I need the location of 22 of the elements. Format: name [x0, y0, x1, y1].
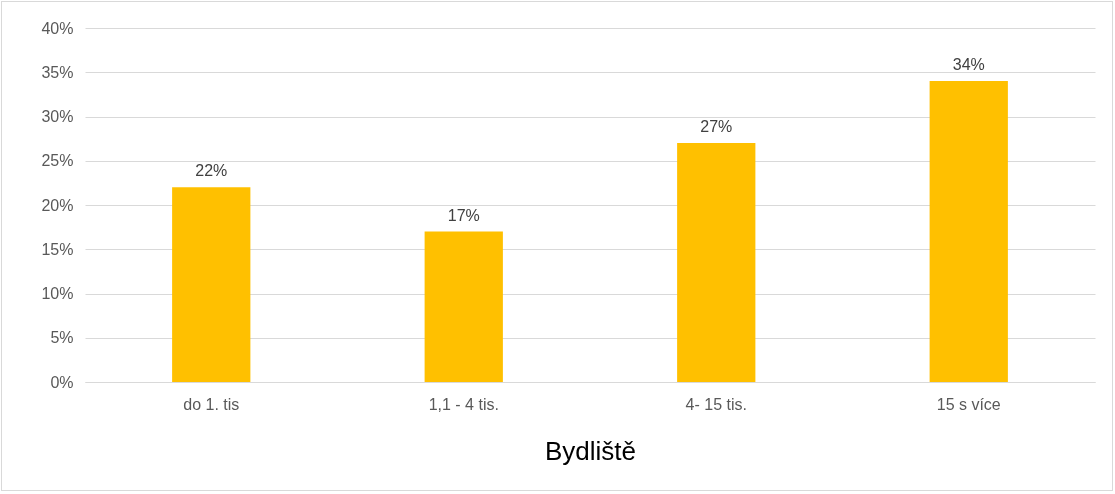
data-label: 17% — [447, 206, 480, 224]
data-label: 22% — [195, 162, 228, 180]
y-tick-label: 40% — [41, 19, 74, 37]
y-tick-label: 30% — [41, 108, 74, 125]
y-tick-label: 0% — [50, 373, 74, 391]
y-tick-label: 25% — [41, 152, 74, 170]
bar — [929, 81, 1008, 382]
x-tick-label: 15 s více — [936, 395, 1001, 413]
y-tick-label: 15% — [41, 240, 74, 258]
bar — [424, 231, 503, 382]
x-tick-label: 1,1 - 4 tis. — [428, 395, 499, 413]
y-tick-label: 10% — [41, 285, 74, 302]
data-label: 34% — [952, 56, 985, 74]
y-tick-label: 20% — [41, 196, 74, 214]
bar — [172, 187, 251, 382]
y-tick-label: 5% — [50, 329, 74, 347]
x-tick-label: do 1. tis — [183, 395, 240, 413]
x-tick-label: 4- 15 tis. — [685, 395, 747, 413]
x-axis-title: Bydliště — [544, 435, 637, 466]
y-tick-label: 35% — [41, 63, 74, 81]
data-label: 27% — [700, 118, 733, 136]
bar — [677, 143, 756, 382]
